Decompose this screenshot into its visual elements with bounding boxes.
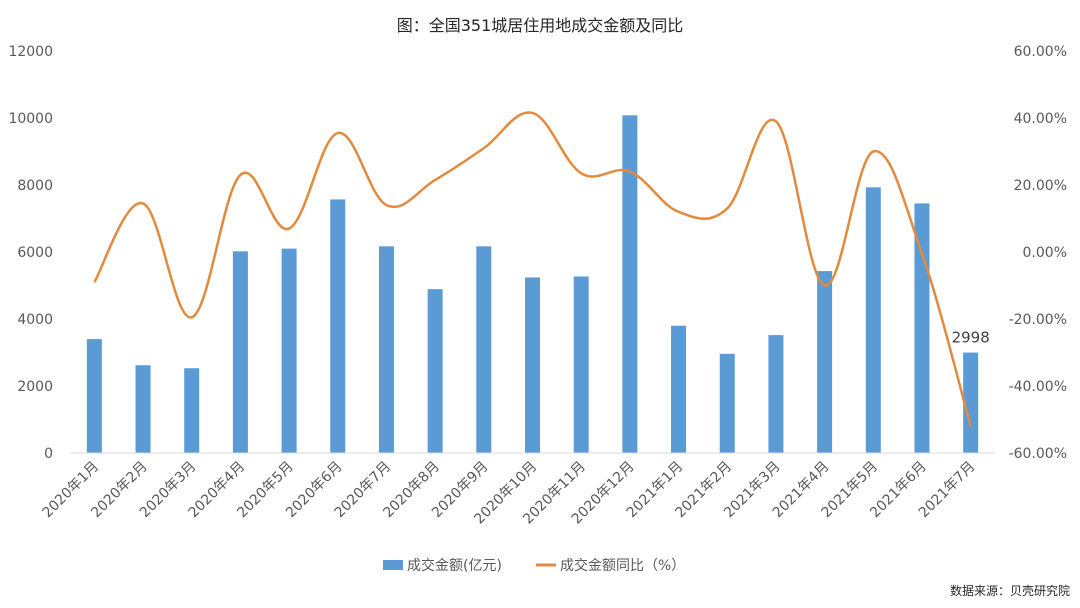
bar [330,199,346,453]
left-axis-tick: 12000 [8,44,53,60]
line-point [142,202,144,204]
line-point [93,281,95,283]
line-point [872,151,874,152]
bar [963,352,979,453]
line-point [629,171,631,173]
bar [184,368,200,453]
line-point [483,147,485,149]
data-label: 2998 [952,329,990,347]
line-point [434,179,436,181]
line-point [726,207,728,209]
left-axis-tick: 6000 [17,245,53,261]
bar [525,277,540,453]
bar [378,246,394,453]
legend-label-line: 成交金额同比（%） [560,557,685,574]
right-axis-tick: 60.00% [1014,44,1067,60]
bar [573,276,589,453]
bar [768,335,784,453]
line-point [385,204,387,206]
legend: 成交金额(亿元) 成交金额同比（%） [383,557,685,574]
left-axis-tick: 4000 [17,312,53,328]
bar [476,246,492,453]
right-axis-tick: 20.00% [1014,178,1067,194]
line-point [288,228,290,230]
bar [135,365,151,453]
bar [281,248,297,453]
bar [671,325,687,453]
left-axis: 0 2000 4000 6000 8000 10000 12000 [8,44,53,462]
chart-title: 图：全国351城居住用地成交金额及同比 [397,16,684,35]
line-point [775,120,777,122]
line-point [191,316,193,318]
line-point [921,253,923,255]
right-axis-tick: -20.00% [1009,312,1067,328]
right-axis-tick: -40.00% [1009,379,1067,395]
right-axis-tick: -60.00% [1009,446,1067,462]
line-point [824,285,826,286]
data-labels: 2998 [952,329,990,347]
series-line [93,111,972,427]
right-axis-tick: 40.00% [1014,111,1067,127]
line-point [239,174,241,176]
left-axis-tick: 10000 [8,111,53,127]
bar [232,251,248,453]
left-axis-tick: 2000 [17,379,53,395]
source-note: 数据来源：贝壳研究院 [950,583,1070,598]
legend-label-bar: 成交金额(亿元) [407,557,502,574]
bars [86,115,979,453]
line-point [970,425,972,427]
left-axis-tick: 8000 [17,178,53,194]
right-axis: -60.00% -40.00% -20.00% 0.00% 20.00% 40.00% 60… [1009,44,1067,462]
line-series [93,111,972,427]
bar [622,115,638,453]
bar [719,353,735,453]
line-point [532,112,533,114]
line-point [337,132,339,134]
left-axis-tick: 0 [44,446,53,462]
legend-swatch-bar [383,560,403,570]
bar [427,289,443,453]
line-point [580,172,582,174]
right-axis-tick: 0.00% [1023,245,1067,261]
line-point [678,211,680,213]
bar [86,339,102,453]
x-axis: 2020年1月2020年2月2020年3月2020年4月2020年5月2020年… [40,452,995,527]
bar [817,271,833,453]
bar [865,187,881,453]
